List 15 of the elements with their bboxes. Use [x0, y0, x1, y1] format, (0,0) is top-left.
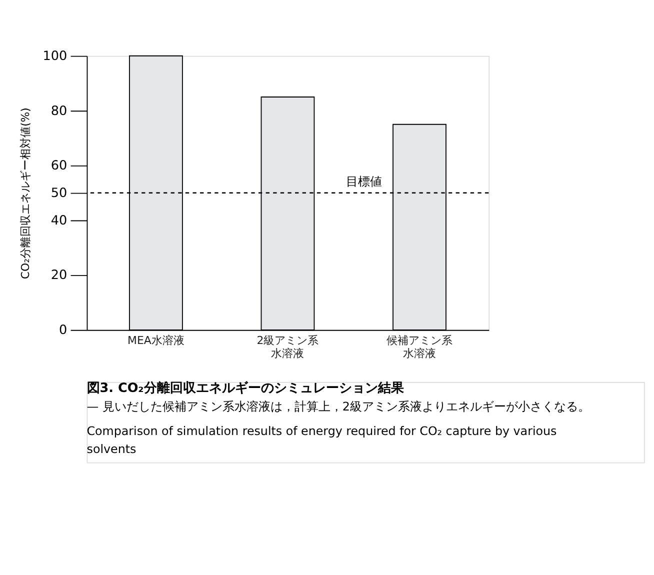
text: — 見いだした候補アミン系水溶液は，計算上，2級アミン系液よりエネルギーが小さくなる。 [86, 399, 590, 414]
y-tick-label: 60 [50, 158, 68, 174]
y-tick-label: 50 [50, 186, 68, 202]
y-axis-title: CO₂分離回収エネルギー相対値(%) [19, 108, 32, 280]
y-tick-label: 80 [50, 104, 68, 119]
text: Comparison of simulation results of energy required for CO₂ capture by various solvents [86, 424, 557, 456]
x-tick-label: MEA水溶液 [128, 334, 184, 348]
y-tick-label: 20 [50, 268, 68, 284]
ref-line-label: 目標値 [346, 174, 382, 189]
x-tick-label: 2級アミン系水溶液 [256, 334, 319, 360]
text: 図3. CO₂分離回収エネルギーのシミュレーション結果 [86, 381, 405, 396]
y-tick-label: 40 [50, 213, 68, 228]
x-tick-label: 候補アミン系水溶液 [386, 334, 452, 360]
y-tick-label: 0 [59, 323, 68, 338]
y-tick-label: 100 [42, 48, 68, 64]
